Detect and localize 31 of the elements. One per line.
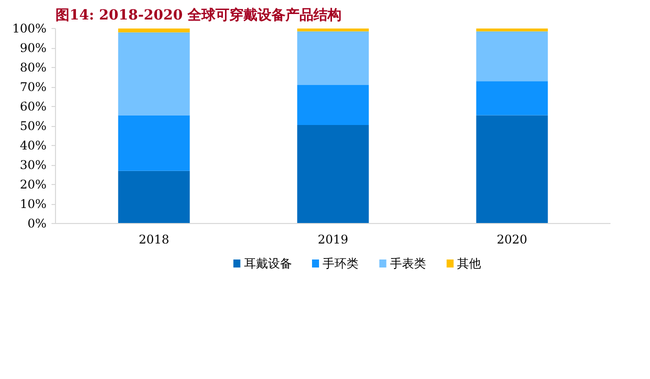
bar <box>118 28 190 32</box>
x-tick-label: 2019 <box>318 232 348 246</box>
bar <box>297 31 369 86</box>
x-tick-label: 2018 <box>138 232 170 246</box>
bar <box>476 28 548 32</box>
legend-label: 耳戴设备 <box>244 256 292 270</box>
legend-label: 其他 <box>457 256 482 270</box>
y-tick-label: 10% <box>20 197 46 211</box>
y-tick-label: 90% <box>20 41 46 55</box>
y-tick-label: 20% <box>20 178 46 192</box>
y-tick-label: 0% <box>27 216 47 230</box>
chart-title: 图14: 2018-2020 全球可穿戴设备产品结构 <box>56 6 342 24</box>
bar <box>297 125 369 224</box>
bar <box>476 81 548 116</box>
bar <box>297 28 369 32</box>
y-tick-label: 100% <box>12 22 47 36</box>
bar <box>297 85 369 126</box>
y-tick-label: 30% <box>20 158 46 172</box>
bar <box>118 170 190 224</box>
y-tick-label: 50% <box>20 119 46 133</box>
legend-label: 手表类 <box>390 256 426 270</box>
y-tick-label: 80% <box>20 60 46 74</box>
y-tick-label: 70% <box>20 80 46 94</box>
bar <box>118 32 190 116</box>
y-tick-label: 60% <box>20 100 46 114</box>
legend-label: 手环类 <box>322 256 359 270</box>
bar <box>476 115 548 224</box>
y-tick-label: 40% <box>20 138 46 152</box>
x-tick-label: 2020 <box>496 232 528 246</box>
bar <box>476 31 548 82</box>
bar <box>118 115 190 171</box>
